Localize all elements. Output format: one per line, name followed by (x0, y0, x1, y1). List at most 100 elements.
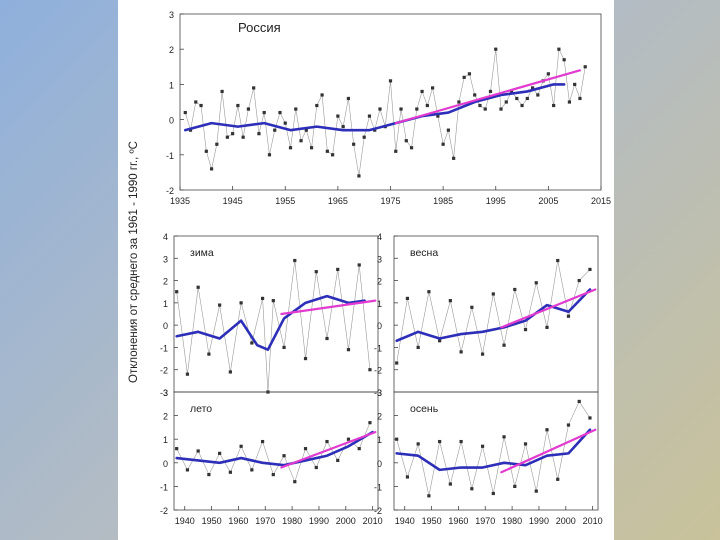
data-point (215, 142, 219, 146)
x-tick-label: 1970 (475, 516, 495, 526)
y-tick-label: 0 (163, 459, 168, 469)
data-point (325, 149, 329, 153)
x-tick-label: 2005 (538, 196, 558, 206)
data-point (325, 336, 329, 341)
data-point (395, 361, 399, 365)
x-tick-label: 2010 (583, 516, 603, 526)
y-tick-label: 2 (169, 45, 174, 55)
data-point (357, 447, 361, 451)
data-point (282, 345, 286, 350)
data-point (578, 96, 582, 101)
data-point (239, 301, 243, 305)
x-tick-label: 1975 (380, 196, 400, 206)
data-point (303, 356, 308, 361)
data-point (303, 447, 308, 451)
data-point (534, 489, 538, 493)
data-point (336, 458, 340, 463)
data-point (228, 370, 232, 374)
data-point (441, 142, 445, 146)
x-tick-label: 1940 (395, 516, 415, 526)
moving-average-line (175, 294, 366, 351)
data-point (470, 487, 474, 491)
data-point (293, 480, 297, 484)
x-tick-label: 1990 (529, 516, 549, 526)
data-point (457, 100, 461, 104)
data-point (536, 93, 540, 97)
data-point (185, 372, 190, 376)
data-point (520, 103, 524, 108)
anomaly-line (396, 400, 591, 496)
data-point (459, 439, 463, 444)
data-point (231, 132, 235, 136)
data-point (218, 303, 222, 307)
data-point (320, 93, 324, 97)
data-point (448, 299, 452, 303)
data-point (293, 258, 297, 263)
x-tick-label: 1990 (309, 516, 329, 526)
chart-1: -3 -2 -1 0 1 2 3 4 зима (160, 232, 379, 398)
data-point (499, 107, 503, 111)
data-point (562, 58, 566, 62)
data-point (509, 89, 514, 94)
y-tick-label: 3 (163, 254, 168, 264)
data-point (309, 146, 314, 150)
data-point (488, 89, 493, 94)
trend-line (280, 299, 377, 316)
y-tick-label: 2 (163, 277, 168, 287)
data-point (331, 153, 335, 157)
data-point (362, 135, 366, 139)
data-point (188, 128, 193, 132)
data-point (425, 103, 429, 108)
data-point (420, 89, 424, 94)
data-point (336, 267, 340, 272)
data-point (473, 93, 477, 97)
data-point (556, 477, 560, 481)
data-point (246, 107, 251, 111)
trend-line (394, 69, 582, 125)
data-point (416, 442, 420, 446)
y-axis-label: Отклонения от среднего за 1961 - 1990 гг… (128, 141, 140, 383)
x-tick-label: 1965 (328, 196, 348, 206)
y-tick-label: -2 (160, 366, 168, 376)
y-tick-label: 0 (377, 459, 382, 469)
data-point (525, 96, 529, 101)
data-point (262, 110, 266, 115)
anomaly-line (176, 422, 371, 483)
data-point (196, 285, 200, 289)
data-point (250, 468, 254, 472)
y-tick-label: -3 (160, 388, 168, 398)
data-point (373, 128, 377, 132)
moving-average-line (175, 430, 374, 467)
data-point (483, 107, 487, 111)
y-tick-label: -1 (160, 343, 168, 353)
data-point (523, 442, 528, 446)
x-tick-label: 2000 (556, 516, 576, 526)
plot-frame (393, 391, 599, 511)
data-point (557, 47, 561, 51)
data-point (494, 47, 498, 51)
y-tick-label: 3 (377, 254, 382, 264)
data-point (352, 142, 356, 146)
y-tick-label: 1 (163, 299, 168, 309)
data-point (228, 470, 232, 474)
data-point (480, 444, 485, 448)
chart-title: зима (190, 247, 214, 259)
data-point (368, 368, 372, 372)
data-point (523, 328, 528, 332)
chart-0: -2 -1 0 1 2 3 1935 1945 1955 1965 1975 1985 1995 2005… (166, 10, 611, 206)
data-point (567, 100, 572, 104)
y-tick-label: 4 (163, 232, 168, 242)
y-tick-label: 2 (377, 412, 382, 422)
data-point (257, 132, 261, 136)
data-point (325, 439, 329, 444)
data-point (278, 110, 282, 115)
chart-figure: Отклонения от среднего за 1961 - 1990 гг… (128, 10, 611, 526)
data-point (552, 103, 556, 108)
plot-frame (179, 13, 602, 191)
data-point (368, 421, 372, 425)
data-point (346, 96, 350, 101)
data-point (346, 437, 351, 441)
data-point (236, 103, 240, 108)
data-point (199, 103, 203, 108)
